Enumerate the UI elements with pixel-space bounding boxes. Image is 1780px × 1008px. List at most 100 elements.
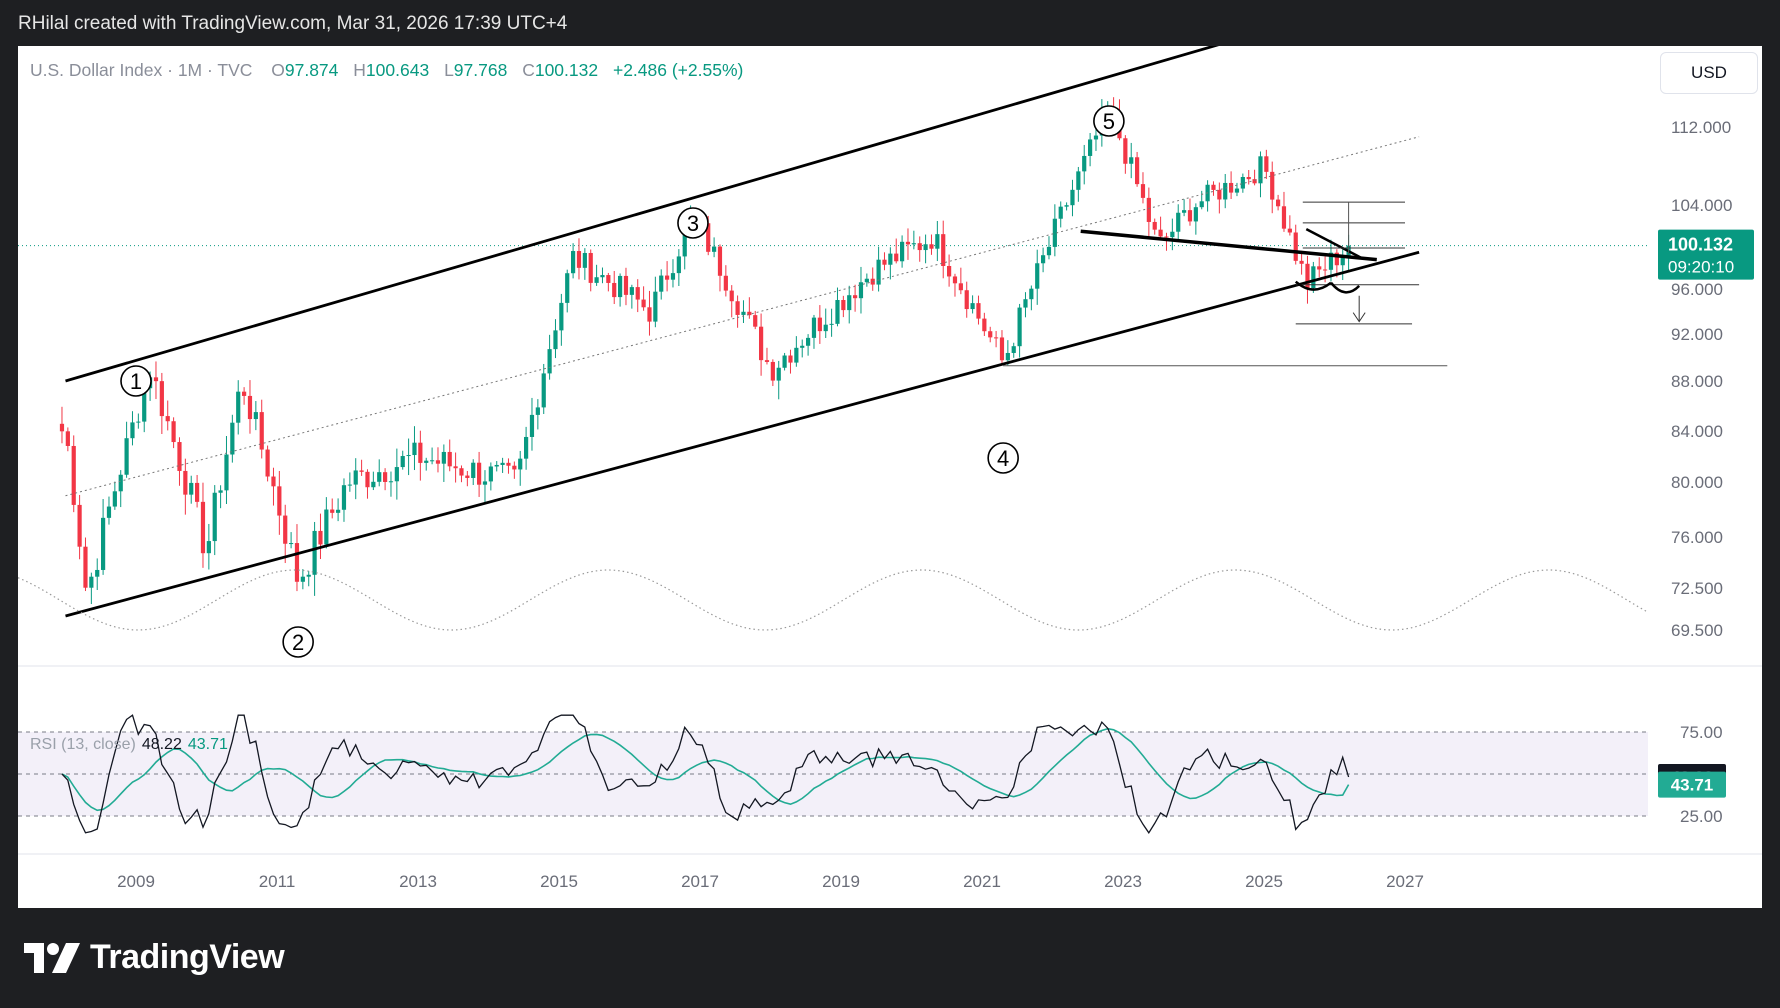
candle (1135, 151, 1140, 187)
candle-body (929, 244, 934, 249)
candle (1029, 285, 1034, 311)
candle-body (377, 472, 382, 482)
candle (964, 281, 969, 318)
chart-canvas[interactable]: 112.000 104.000 96.000 92.000 88.000 84.000 80… (18, 46, 1762, 908)
candle-body (1299, 260, 1304, 264)
candle (424, 457, 429, 471)
candle (171, 417, 176, 449)
base-arc-left[interactable] (1294, 280, 1332, 291)
candle-body (271, 476, 276, 487)
candle (770, 359, 775, 387)
candle-body (524, 436, 529, 459)
candle-body (1164, 236, 1169, 238)
candle (106, 496, 112, 525)
candle (588, 249, 593, 292)
candle (518, 450, 523, 486)
candle (900, 235, 905, 268)
currency-button[interactable]: USD (1660, 52, 1758, 94)
wave-3-label[interactable]: 3 (677, 207, 709, 239)
channel-upper-line[interactable] (65, 46, 1349, 383)
candle-body (453, 466, 458, 469)
candle (482, 470, 488, 505)
candle-body (330, 509, 335, 513)
candle (929, 234, 934, 255)
top-bar: RHilal created with TradingView.com, Mar… (0, 0, 1780, 46)
candle (712, 237, 717, 258)
candle (347, 472, 352, 492)
price-tag (1658, 229, 1754, 280)
candle (1164, 232, 1169, 251)
candle-body (65, 431, 70, 446)
time-tick-label: 2021 (963, 872, 1001, 891)
neckline[interactable] (1080, 229, 1377, 262)
channel-mid-line[interactable] (65, 136, 1420, 497)
wave-2-label[interactable]: 2 (282, 626, 314, 658)
candle-body (159, 381, 164, 417)
candle (165, 400, 170, 431)
candle-body (1229, 182, 1234, 193)
candle-body (988, 331, 993, 338)
candle-body (917, 243, 922, 251)
candle (512, 461, 517, 479)
candle-body (312, 530, 317, 575)
candle (565, 269, 570, 313)
candle-body (1035, 263, 1040, 289)
candle-body (353, 470, 358, 485)
candle (1205, 180, 1210, 212)
channel-lower-line[interactable] (65, 250, 1420, 618)
candle-body (676, 256, 681, 274)
candle (553, 319, 558, 359)
candle-body (236, 391, 241, 423)
target-arrow-head[interactable] (1352, 312, 1366, 323)
candle (101, 499, 106, 575)
candle-body (982, 318, 987, 332)
symbol-legend: U.S. Dollar Index · 1M · TVC O97.874 H10… (30, 60, 743, 81)
candle-body (406, 455, 411, 457)
candle (118, 470, 123, 508)
candle-body (212, 492, 217, 542)
candle-body (189, 482, 194, 495)
candle (465, 470, 470, 487)
candle-body (230, 422, 235, 455)
candle (917, 236, 922, 262)
candle-body (506, 462, 511, 466)
candle-body (365, 471, 370, 488)
candle-body (618, 275, 623, 298)
candle (794, 336, 799, 367)
candle (1334, 249, 1339, 278)
candle-body (1317, 266, 1322, 270)
candle-body (1281, 206, 1287, 229)
footer-bar: TradingView (0, 908, 1780, 1008)
candle (994, 330, 999, 348)
wave-4-label[interactable]: 4 (987, 442, 1019, 474)
candle-body (388, 481, 394, 483)
low-value: 97.768 (453, 60, 508, 80)
candle-body (682, 228, 687, 257)
rsi-ma-value: 43.71 (187, 736, 228, 753)
base-arc-right[interactable] (1329, 281, 1361, 294)
candle (535, 399, 540, 430)
candle-body (1082, 155, 1087, 172)
candle (1176, 204, 1181, 242)
brand-name: TradingView (90, 938, 285, 976)
candle-body (1217, 189, 1222, 200)
candle (71, 435, 76, 513)
candle-body (1152, 221, 1157, 230)
chart-panel[interactable]: 112.000 104.000 96.000 92.000 88.000 84.000 80… (18, 46, 1762, 908)
tradingview-logo[interactable]: TradingView (22, 938, 285, 977)
candle (159, 372, 164, 435)
candle (1193, 203, 1198, 235)
wave-5-label[interactable]: 5 (1093, 105, 1125, 137)
candle (729, 285, 734, 318)
candle-body (435, 460, 441, 464)
candle (1305, 255, 1310, 304)
triangle-top-line[interactable] (1305, 228, 1364, 260)
candle-body (576, 251, 582, 268)
candle (124, 421, 129, 478)
wave-1-label[interactable]: 1 (120, 365, 152, 397)
candle (735, 295, 740, 328)
candle-body (341, 485, 347, 510)
candle-body (318, 530, 323, 545)
candle-body (841, 299, 846, 311)
wave-circle (1093, 105, 1125, 137)
